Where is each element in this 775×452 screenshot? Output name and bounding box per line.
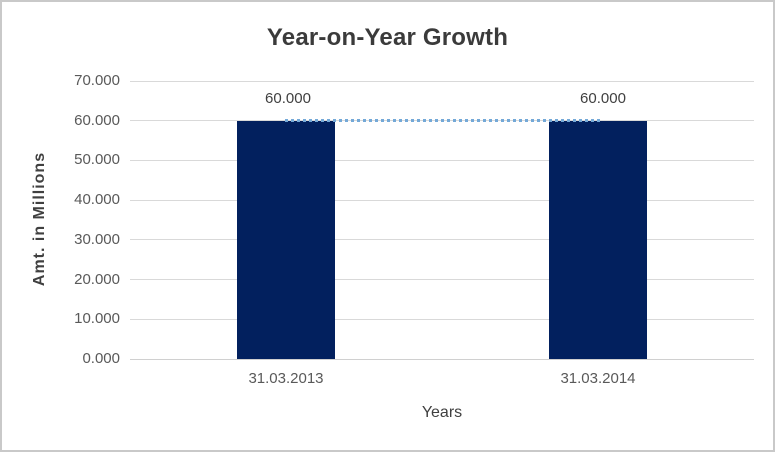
y-tick-label: 70.000 <box>74 72 120 89</box>
data-label: 60.000 <box>580 89 626 107</box>
gridline <box>130 159 754 161</box>
gridline <box>130 239 754 241</box>
y-tick-label: 20.000 <box>74 270 120 288</box>
gridline <box>130 199 754 201</box>
y-tick-label: 0.000 <box>82 350 120 367</box>
x-axis-title: Years <box>421 404 463 421</box>
y-tick-label: 10.000 <box>74 310 120 328</box>
trendline <box>285 118 601 122</box>
y-tick-label: 40.000 <box>74 191 120 209</box>
y-tick-label: 50.000 <box>74 151 120 169</box>
x-category-label: 31.03.2013 <box>248 370 324 387</box>
x-category-label: 31.03.2014 <box>560 370 636 387</box>
bar-31.03.2014 <box>549 120 647 359</box>
gridline <box>130 279 754 281</box>
x-axis-line <box>130 358 754 360</box>
gridline <box>130 80 754 82</box>
bar-31.03.2013 <box>237 120 335 359</box>
data-label: 60.000 <box>265 89 311 107</box>
y-tick-label: 30.000 <box>74 230 120 248</box>
y-tick-label: 60.000 <box>74 111 120 129</box>
y-axis-title: Amt. in Millions <box>31 151 48 287</box>
gridline <box>130 318 754 320</box>
chart-title: Year-on-Year Growth <box>266 24 509 51</box>
